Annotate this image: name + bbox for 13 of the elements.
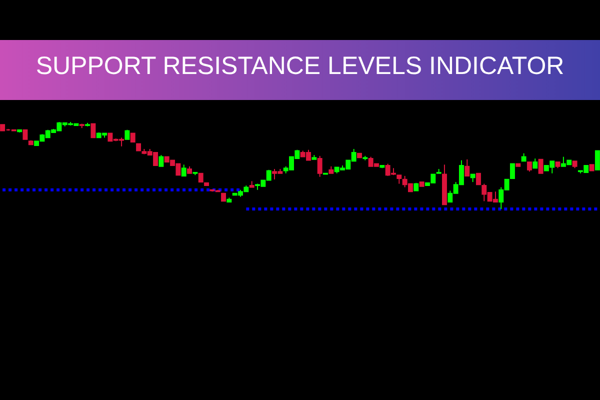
candlestick [510,163,515,180]
candlestick [526,162,532,172]
candlestick [594,150,600,170]
chart-title: SUPPORT RESISTANCE LEVELS INDICATOR [36,52,564,80]
candlestick [158,154,164,167]
candlestick [90,123,96,138]
candlestick [464,158,470,176]
candlestick [22,129,28,140]
candlestick [476,172,481,186]
candlestick [538,158,544,174]
candlestick [317,155,322,178]
candlestick [532,158,538,169]
candlestick [181,164,186,176]
